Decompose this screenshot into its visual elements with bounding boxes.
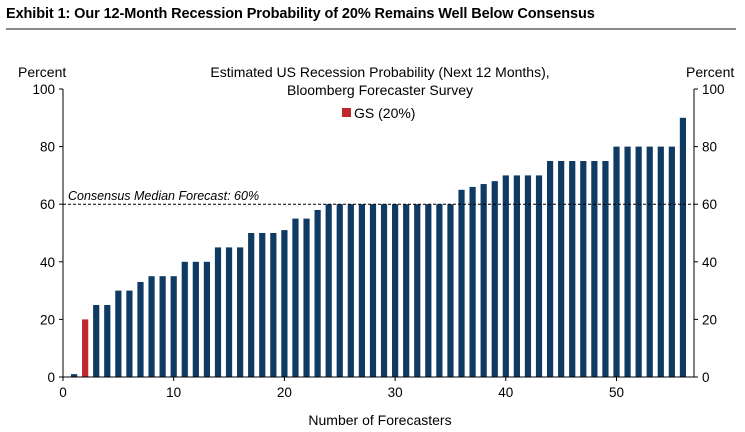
y-tick-label-left: 80 <box>40 140 55 155</box>
bar <box>115 290 122 377</box>
bar <box>303 218 310 377</box>
y-tick-label-right: 60 <box>702 197 717 212</box>
bar <box>425 204 432 377</box>
bar <box>447 204 454 377</box>
bar <box>591 161 598 377</box>
bar <box>392 204 399 377</box>
y-tick-label-right: 40 <box>702 255 717 270</box>
bar <box>414 204 421 377</box>
bar <box>679 117 687 378</box>
bar <box>380 204 388 377</box>
bar <box>580 161 587 377</box>
bar <box>491 181 498 377</box>
bar <box>347 204 354 377</box>
x-tick-label: 40 <box>498 385 513 400</box>
bar <box>624 146 631 377</box>
y-tick-label-left: 100 <box>32 82 55 97</box>
y-axis-right-label: Percent <box>686 64 734 80</box>
bar <box>602 161 609 377</box>
bar <box>546 161 554 377</box>
bar <box>458 189 465 377</box>
bar <box>502 175 509 377</box>
bar <box>225 247 233 377</box>
y-tick-label-left: 20 <box>40 312 55 327</box>
bar <box>668 146 675 377</box>
bar <box>513 175 520 377</box>
bar <box>192 261 199 377</box>
bar <box>358 204 365 377</box>
exhibit-title: Exhibit 1: Our 12-Month Recession Probab… <box>6 6 595 22</box>
bar <box>569 161 576 377</box>
y-tick-label-left: 0 <box>47 370 55 385</box>
y-tick-label-left: 60 <box>40 197 55 212</box>
bar <box>558 161 565 377</box>
bar <box>237 247 244 377</box>
y-tick-label-right: 0 <box>702 370 710 385</box>
y-tick-label-right: 80 <box>702 140 717 155</box>
bar <box>281 230 288 377</box>
bar <box>126 290 133 377</box>
bar <box>469 186 476 377</box>
x-tick-label: 10 <box>166 385 181 400</box>
x-tick-label: 0 <box>59 385 67 400</box>
y-tick-label-right: 100 <box>702 82 725 97</box>
bar <box>403 204 410 377</box>
x-axis-label: Number of Forecasters <box>308 412 451 428</box>
consensus-median-annotation: Consensus Median Forecast: 60% <box>68 189 259 203</box>
bar <box>159 276 166 377</box>
title-rule <box>6 28 736 30</box>
y-tick-label-left: 40 <box>40 255 55 270</box>
bar <box>613 146 620 377</box>
bar <box>314 209 321 377</box>
y-axis-left-label: Percent <box>18 64 66 80</box>
x-tick-label: 50 <box>609 385 624 400</box>
bar <box>635 146 642 377</box>
legend-swatch <box>342 108 351 117</box>
bar-gs <box>82 319 89 377</box>
bar <box>137 281 144 377</box>
chart-title-line2: Bloomberg Forecaster Survey <box>287 82 473 98</box>
bar <box>336 204 343 377</box>
bar <box>148 276 155 377</box>
bar <box>646 146 653 377</box>
bar <box>259 233 266 377</box>
bar <box>70 374 78 377</box>
chart-title-line1: Estimated US Recession Probability (Next… <box>210 64 549 80</box>
bar <box>248 233 255 377</box>
bar <box>436 204 443 377</box>
x-tick-label: 30 <box>388 385 403 400</box>
bar <box>524 175 532 377</box>
bar <box>292 218 299 377</box>
x-tick-label: 20 <box>277 385 292 400</box>
bar <box>181 261 188 377</box>
bar <box>369 204 377 377</box>
bar <box>93 305 100 377</box>
y-tick-label-right: 20 <box>702 312 717 327</box>
bar <box>170 276 177 377</box>
bar <box>104 305 111 377</box>
bar <box>270 233 277 377</box>
bar <box>535 175 543 377</box>
bar <box>657 146 664 377</box>
bar <box>325 204 332 377</box>
bar <box>203 261 211 377</box>
bar <box>480 184 487 377</box>
legend-label: GS (20%) <box>354 105 415 121</box>
bar <box>214 247 222 377</box>
